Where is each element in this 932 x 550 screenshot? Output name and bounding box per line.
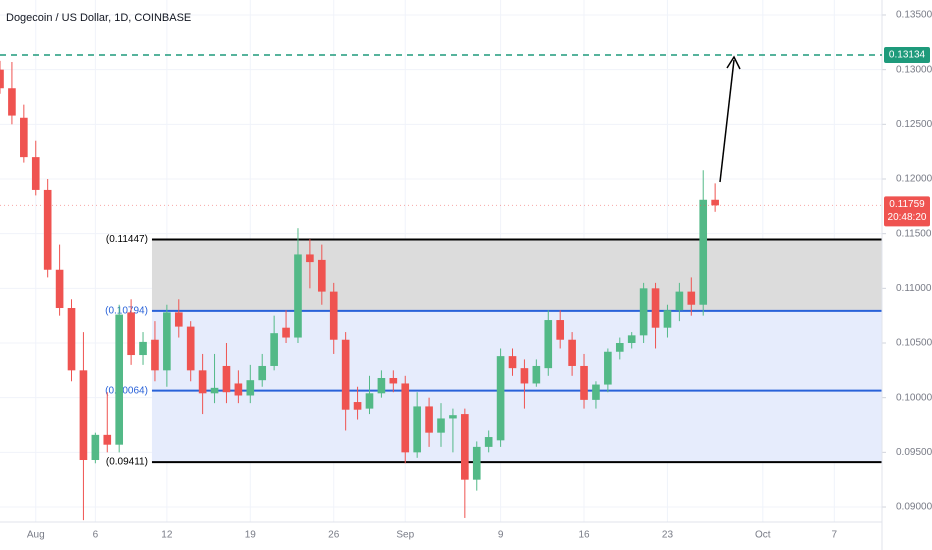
candle-body <box>317 259 326 292</box>
candle-body <box>508 356 517 369</box>
y-tick-label: 0.13000 <box>896 64 932 75</box>
candle-body <box>580 365 588 400</box>
candle-body <box>425 406 433 433</box>
y-tick-label: 0.12000 <box>896 174 932 185</box>
candle-body <box>31 157 40 190</box>
candle-body <box>67 308 76 371</box>
y-tick-label: 0.13500 <box>896 10 932 21</box>
candle-body <box>79 370 88 461</box>
target-tag <box>884 46 930 63</box>
x-tick-label: 9 <box>498 530 504 541</box>
candle-body <box>627 335 636 344</box>
candle-body <box>472 446 481 480</box>
candle-body <box>413 406 421 453</box>
candle-body <box>258 365 267 381</box>
candle-body <box>294 254 302 338</box>
candle-body <box>604 351 612 385</box>
candle-body <box>544 320 553 369</box>
x-tick-label: 19 <box>245 530 257 541</box>
x-tick-label: Sep <box>396 530 414 541</box>
candle-body <box>484 437 493 447</box>
candle-body <box>210 387 219 394</box>
candle-body <box>556 320 565 340</box>
candle-body <box>389 377 398 384</box>
candle-body <box>222 365 231 393</box>
y-tick-label: 0.11500 <box>896 228 932 239</box>
y-tick-label: 0.12500 <box>896 119 932 130</box>
candle-body <box>568 339 576 366</box>
candle-body <box>592 384 600 400</box>
candle-body <box>91 434 100 461</box>
candle-body <box>401 383 410 453</box>
candle-body <box>198 370 207 394</box>
countdown-label: 20:48:20 <box>888 212 927 223</box>
candle-body <box>651 288 660 328</box>
zone <box>151 310 883 463</box>
candle-body <box>341 339 350 410</box>
candle-body <box>306 254 314 263</box>
y-tick-label: 0.11000 <box>896 283 932 294</box>
zone <box>151 239 883 311</box>
level-label: (0.11447) <box>106 234 148 245</box>
candle-body <box>615 343 624 352</box>
candle-body <box>174 312 183 327</box>
candle-body <box>353 402 362 410</box>
candle-body <box>43 189 52 270</box>
level-label: (0.10064) <box>105 385 148 396</box>
level-label: (0.10794) <box>105 306 148 317</box>
candle-body <box>687 291 696 305</box>
x-tick-label: 6 <box>93 530 99 541</box>
candle-body <box>639 288 648 336</box>
candle-body <box>329 291 338 340</box>
x-tick-label: 12 <box>161 530 173 541</box>
arrow <box>719 55 741 183</box>
candle-body <box>127 312 135 356</box>
y-tick-label: 0.10500 <box>896 338 932 349</box>
candle-body <box>186 326 195 371</box>
candle-body <box>449 415 457 419</box>
candle-body <box>8 88 16 116</box>
candle-body <box>532 365 541 384</box>
last-price-tag <box>884 196 930 227</box>
y-tick-label: 0.09500 <box>896 447 932 458</box>
candle-body <box>711 199 719 206</box>
x-tick-label: 7 <box>832 530 838 541</box>
target-tag-label: 0.13134 <box>889 50 926 61</box>
candle-body <box>151 339 159 371</box>
y-tick-label: 0.09000 <box>896 502 932 513</box>
candle-body <box>139 341 147 356</box>
candle-body <box>699 199 708 305</box>
candle-body <box>496 356 505 441</box>
candle-body <box>520 368 529 384</box>
candle-body <box>115 314 124 445</box>
candle-body <box>163 312 171 371</box>
candle-body <box>55 269 64 309</box>
candle-body <box>282 327 290 338</box>
candle-body <box>675 291 684 311</box>
x-tick-label: 16 <box>578 530 590 541</box>
chart-title: Dogecoin / US Dollar, 1D, COINBASE <box>6 12 191 24</box>
candle-body <box>20 117 28 158</box>
x-tick-label: Oct <box>755 530 771 541</box>
candle-body <box>377 377 386 394</box>
candle-body <box>246 380 255 396</box>
x-tick-label: 26 <box>328 530 340 541</box>
candle-body <box>0 69 4 89</box>
candle-body <box>234 383 243 396</box>
candle-body <box>663 310 672 328</box>
candle-body <box>103 434 112 445</box>
candle-body <box>365 393 374 409</box>
candle-body <box>437 418 445 433</box>
last-price-label: 0.11759 <box>889 199 925 210</box>
candle-body <box>270 333 278 366</box>
level-label: (0.09411) <box>106 457 148 468</box>
candle-body <box>461 414 469 480</box>
x-tick-label: 23 <box>662 530 674 541</box>
y-tick-label: 0.10000 <box>896 392 932 403</box>
x-tick-label: Aug <box>27 530 45 541</box>
